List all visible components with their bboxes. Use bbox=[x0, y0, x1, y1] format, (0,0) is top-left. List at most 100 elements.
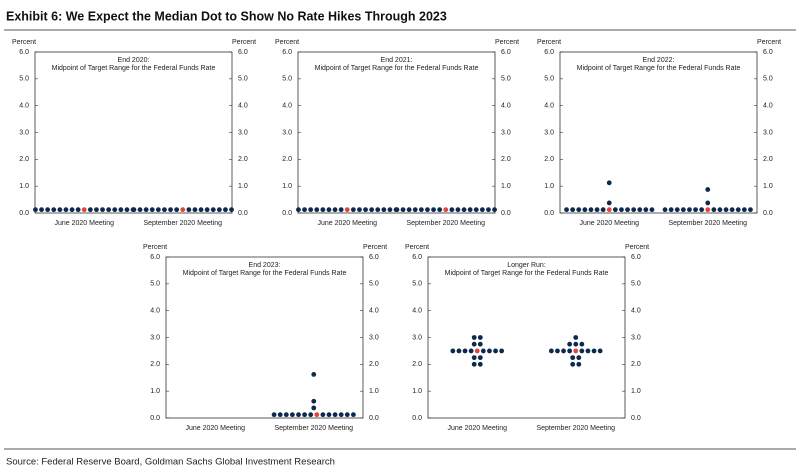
y2-tick-label: 4.0 bbox=[763, 103, 773, 110]
dot bbox=[625, 207, 630, 213]
dot bbox=[357, 207, 362, 213]
dot bbox=[296, 412, 301, 418]
dot bbox=[487, 348, 492, 354]
dot bbox=[314, 412, 320, 418]
y2-axis-label: Percent bbox=[232, 39, 256, 46]
dot bbox=[314, 207, 320, 213]
y2-tick-label: 3.0 bbox=[238, 129, 248, 136]
dot bbox=[283, 412, 289, 418]
y-tick-label: 3.0 bbox=[150, 334, 160, 341]
y-axis-label: Percent bbox=[405, 244, 429, 251]
dot bbox=[375, 207, 381, 213]
y-tick-label: 5.0 bbox=[282, 76, 292, 83]
y2-axis-label: Percent bbox=[363, 244, 387, 251]
dot bbox=[87, 207, 93, 213]
x-tick-label: June 2020 Meeting bbox=[185, 425, 245, 432]
plot-frame bbox=[34, 51, 233, 214]
panel-title: End 2020: bbox=[118, 57, 150, 64]
y-tick-label: 1.0 bbox=[412, 388, 422, 395]
y-tick-label: 0.0 bbox=[282, 210, 292, 217]
dot bbox=[637, 207, 643, 213]
dot bbox=[326, 207, 332, 213]
y-tick-label: 6.0 bbox=[282, 49, 292, 56]
dot bbox=[588, 207, 594, 213]
dot bbox=[332, 207, 338, 213]
dot bbox=[735, 207, 741, 213]
dot bbox=[631, 207, 637, 213]
dot bbox=[308, 412, 314, 418]
dot bbox=[461, 207, 467, 213]
dot bbox=[216, 207, 222, 213]
dot bbox=[597, 348, 603, 354]
dot bbox=[363, 207, 368, 213]
dot bbox=[492, 207, 497, 213]
source: Source: Federal Reserve Board, Goldman S… bbox=[6, 457, 335, 468]
x-tick-label: June 2020 Meeting bbox=[447, 425, 507, 432]
dot bbox=[493, 348, 498, 354]
dot bbox=[477, 341, 483, 347]
panel-title: End 2023: bbox=[249, 262, 281, 269]
plot-frame bbox=[165, 256, 364, 419]
dot bbox=[479, 207, 485, 213]
dot bbox=[326, 412, 332, 418]
dot bbox=[717, 207, 723, 213]
dot bbox=[162, 207, 167, 213]
y-tick-label: 5.0 bbox=[150, 281, 160, 288]
dot bbox=[674, 207, 680, 213]
dot bbox=[729, 207, 735, 213]
y2-tick-label: 4.0 bbox=[369, 308, 379, 315]
panel-subtitle: Midpoint of Target Range for the Federal… bbox=[315, 65, 479, 72]
y2-tick-label: 0.0 bbox=[631, 415, 641, 422]
dot bbox=[332, 412, 338, 418]
y-axis-label: Percent bbox=[537, 39, 561, 46]
dot bbox=[619, 207, 624, 213]
dot bbox=[473, 207, 479, 213]
dot bbox=[81, 207, 87, 213]
y2-tick-label: 1.0 bbox=[501, 183, 511, 190]
dot bbox=[548, 348, 554, 354]
y-tick-label: 0.0 bbox=[412, 415, 422, 422]
dot bbox=[277, 412, 283, 418]
y2-tick-label: 3.0 bbox=[763, 129, 773, 136]
dot bbox=[311, 398, 317, 404]
dot bbox=[567, 348, 573, 354]
dot bbox=[320, 412, 326, 418]
x-tick-label: June 2020 Meeting bbox=[317, 220, 377, 227]
dot bbox=[338, 207, 344, 213]
y2-tick-label: 0.0 bbox=[763, 210, 773, 217]
y2-tick-label: 5.0 bbox=[763, 76, 773, 83]
dot bbox=[471, 355, 477, 361]
dot bbox=[705, 207, 711, 213]
dot bbox=[412, 207, 418, 213]
y-tick-label: 4.0 bbox=[544, 103, 554, 110]
y2-tick-label: 0.0 bbox=[369, 415, 379, 422]
dot bbox=[302, 412, 307, 418]
dot bbox=[338, 412, 344, 418]
dot bbox=[573, 348, 579, 354]
y-tick-label: 4.0 bbox=[19, 103, 29, 110]
dot bbox=[699, 207, 705, 213]
dot bbox=[723, 207, 729, 213]
y2-tick-label: 3.0 bbox=[501, 129, 511, 136]
panel-subtitle: Midpoint of Target Range for the Federal… bbox=[52, 65, 216, 72]
dot bbox=[118, 207, 124, 213]
dot bbox=[612, 207, 618, 213]
dot bbox=[705, 187, 711, 192]
y-tick-label: 0.0 bbox=[150, 415, 160, 422]
dot bbox=[456, 348, 462, 354]
dot bbox=[112, 207, 118, 213]
y-tick-label: 0.0 bbox=[19, 210, 29, 217]
dot bbox=[381, 207, 387, 213]
y2-tick-label: 2.0 bbox=[763, 156, 773, 163]
y2-tick-label: 5.0 bbox=[631, 281, 641, 288]
dot bbox=[311, 371, 317, 377]
y2-tick-label: 4.0 bbox=[501, 103, 511, 110]
dot bbox=[137, 207, 143, 213]
y-tick-label: 2.0 bbox=[544, 156, 554, 163]
dot bbox=[51, 207, 57, 213]
dot bbox=[570, 207, 576, 213]
y-tick-label: 2.0 bbox=[150, 361, 160, 368]
dot bbox=[477, 335, 483, 340]
dot bbox=[449, 207, 455, 213]
